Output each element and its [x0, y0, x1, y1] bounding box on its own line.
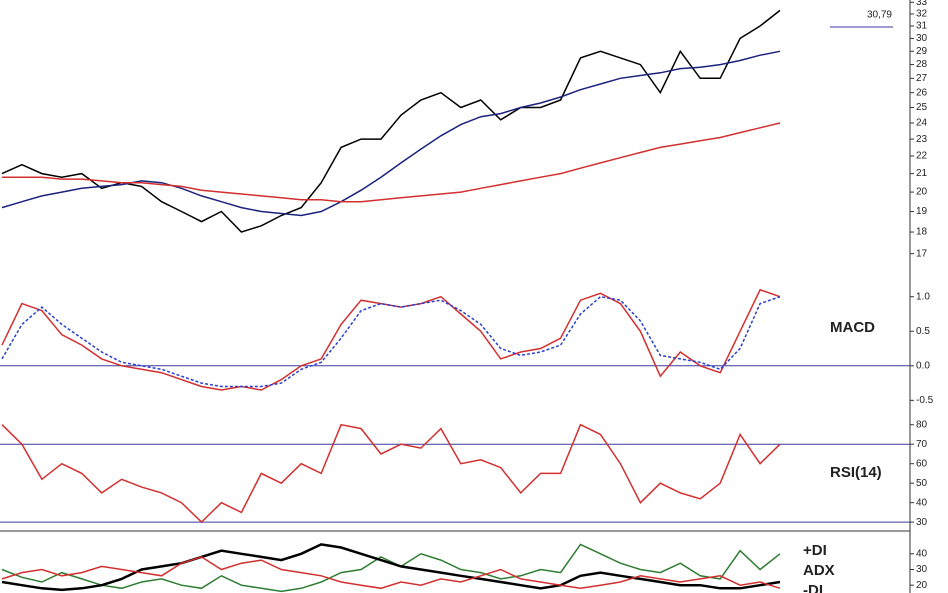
series-line: [1, 288, 781, 391]
y-tick-label: 17: [916, 248, 928, 259]
y-tick-label: 30: [916, 517, 928, 528]
panel-title: RSI(14): [830, 464, 882, 481]
y-tick-label: 32: [916, 9, 928, 20]
y-tick-label: -0.5: [916, 395, 934, 406]
series-line: [1, 423, 781, 524]
series-line: [1, 295, 781, 388]
y-tick-label: 60: [916, 458, 928, 469]
y-tick-label: 19: [916, 206, 928, 217]
y-tick-label: 20: [916, 187, 928, 198]
y-tick-label: 30: [916, 564, 928, 575]
series-line: [1, 9, 781, 233]
y-tick-label: 0.0: [916, 360, 930, 371]
series-line: [1, 556, 781, 590]
y-tick-label: 20: [916, 580, 928, 591]
y-tick-label: 40: [916, 497, 928, 508]
y-tick-label: 29: [916, 46, 928, 57]
y-tick-label: 1.0: [916, 291, 930, 302]
y-tick-label: 18: [916, 227, 928, 238]
y-tick-label: 25: [916, 102, 928, 113]
series-line: [2, 122, 781, 203]
y-tick-label: 30: [916, 33, 928, 44]
legend-label: ADX: [803, 562, 835, 579]
y-tick-label: 22: [916, 151, 928, 162]
series-line: [1, 543, 781, 593]
y-tick-label: 80: [916, 419, 928, 430]
y-tick-label: 31: [916, 21, 928, 32]
y-tick-label: 33: [916, 0, 928, 8]
y-tick-label: 28: [916, 59, 928, 70]
legend-label: -DI: [803, 582, 823, 593]
series-line: [1, 543, 781, 592]
y-tick-label: 26: [916, 87, 928, 98]
y-tick-label: 50: [916, 478, 928, 489]
y-tick-label: 24: [916, 118, 928, 129]
y-tick-label: 70: [916, 439, 928, 450]
y-tick-label: 0.5: [916, 326, 930, 337]
y-tick-label: 21: [916, 168, 928, 179]
last-price-label: 30,79: [867, 10, 892, 21]
y-tick-label: 27: [916, 73, 928, 84]
y-tick-label: 23: [916, 134, 928, 145]
legend-label: +DI: [803, 542, 827, 559]
panel-title: MACD: [830, 319, 875, 336]
y-tick-label: 40: [916, 548, 928, 559]
